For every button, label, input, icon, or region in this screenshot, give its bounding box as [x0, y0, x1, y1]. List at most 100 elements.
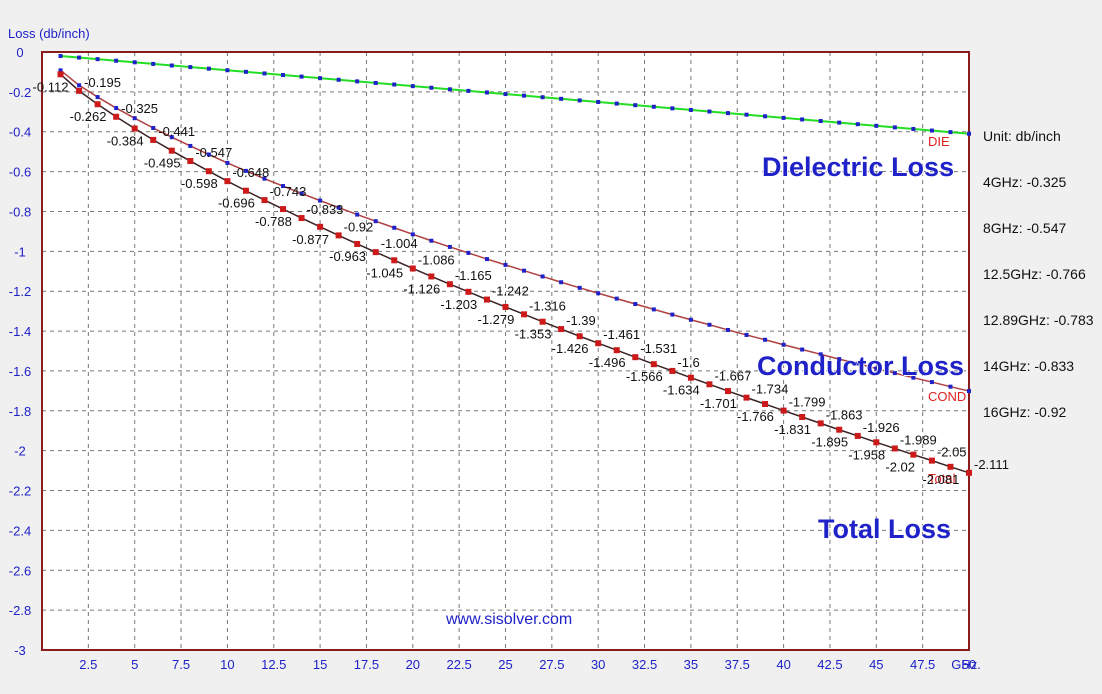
x-tick-label: 45 [869, 657, 883, 672]
series-total-marker [632, 354, 639, 361]
series-cond-marker [114, 106, 119, 111]
y-tick-label: -1.4 [9, 324, 31, 339]
series-cond-marker [225, 160, 230, 165]
total-data-label: -0.648 [232, 165, 269, 180]
series-die-marker [837, 120, 842, 125]
series-die-marker [392, 82, 397, 87]
total-data-label: -0.743 [269, 184, 306, 199]
total-data-label: -0.963 [329, 249, 366, 264]
series-total-marker [521, 311, 528, 318]
total-data-label: -1.667 [714, 368, 751, 383]
total-data-label: -0.788 [255, 214, 292, 229]
series-die-marker [725, 111, 730, 116]
series-cond-marker [151, 125, 156, 130]
x-tick-label: 7.5 [172, 657, 190, 672]
series-total-marker [817, 420, 824, 427]
total-data-label: -1.831 [774, 422, 811, 437]
total-data-label: -1.353 [515, 327, 552, 342]
x-tick-label: 12.5 [261, 657, 286, 672]
y-tick-label: -0.6 [9, 165, 31, 180]
x-tick-label: 32.5 [632, 657, 657, 672]
series-total-marker [298, 215, 305, 222]
series-die-marker [781, 115, 786, 120]
side-info-4ghz: 4GHz: -0.325 [983, 174, 1067, 190]
series-total-marker [57, 71, 64, 78]
series-total-line [60, 73, 970, 474]
series-cond-legend: COND [928, 389, 966, 404]
series-cond-marker [281, 184, 286, 189]
side-info-12-5ghz: 12.5GHz: -0.766 [983, 266, 1086, 282]
series-total-marker [168, 147, 175, 154]
series-total-marker [76, 87, 83, 94]
series-cond-marker [929, 380, 934, 385]
series-total-marker [613, 347, 620, 354]
series-total-marker [910, 451, 917, 458]
total-data-label: -1.531 [640, 341, 677, 356]
series-total-marker [502, 303, 509, 310]
x-tick-label: 35 [684, 657, 698, 672]
series-die-marker [151, 61, 156, 66]
series-die-marker [336, 77, 341, 82]
series-cond-marker [818, 352, 823, 357]
series-die-marker [967, 131, 971, 136]
series-total-marker [595, 340, 602, 347]
series-die-marker [855, 122, 860, 127]
y-tick-label: -2.2 [9, 484, 31, 499]
series-die-marker [596, 99, 601, 104]
series-die-marker [614, 101, 619, 106]
y-tick-label: -2.6 [9, 563, 31, 578]
series-cond-marker [318, 198, 323, 203]
x-tick-label: 10 [220, 657, 234, 672]
series-cond-marker [688, 317, 693, 322]
series-cond-marker [262, 176, 267, 181]
series-cond-marker [577, 285, 582, 290]
total-data-label: -2.081 [922, 472, 959, 487]
total-data-label: -1.799 [789, 395, 826, 410]
series-cond-marker [763, 337, 768, 342]
total-data-label: -1.958 [848, 447, 885, 462]
series-cond-marker [614, 296, 619, 301]
series-total-marker [465, 288, 472, 295]
series-die-legend: DIE [928, 134, 950, 149]
series-die-marker [818, 119, 823, 124]
x-tick-label: 17.5 [354, 657, 379, 672]
series-die-marker [410, 84, 415, 89]
y-tick-label: -2.8 [9, 603, 31, 618]
series-cond-marker [392, 225, 397, 230]
series-total-marker [150, 136, 157, 143]
y-tick-label: -1.8 [9, 404, 31, 419]
series-cond-marker [95, 95, 100, 100]
series-cond-marker [892, 371, 897, 376]
total-data-label: -1.426 [552, 341, 589, 356]
series-cond-marker [911, 375, 916, 380]
total-data-label: -1.734 [752, 382, 789, 397]
series-total-marker [205, 168, 212, 175]
series-total-marker [94, 101, 101, 108]
series-cond-marker [948, 384, 953, 389]
x-tick-label: 30 [591, 657, 605, 672]
total-data-label: -1.242 [492, 284, 529, 299]
total-data-label: -0.441 [158, 124, 195, 139]
series-total-marker [687, 374, 694, 381]
series-die-marker [484, 90, 489, 95]
series-cond-marker [336, 205, 341, 210]
series-total-marker [947, 463, 954, 470]
series-total-marker [558, 326, 565, 333]
series-die-marker [892, 125, 897, 130]
y-axis-label: Loss (db/inch) [8, 26, 90, 41]
x-tick-label: 25 [498, 657, 512, 672]
total-data-label: -2.111 [974, 457, 1009, 472]
series-cond-marker [522, 268, 527, 273]
series-cond-marker [725, 327, 730, 332]
series-cond-marker [503, 262, 508, 267]
series-die-marker [225, 68, 230, 73]
x-tick-label: 20 [406, 657, 420, 672]
series-cond-marker [855, 361, 860, 366]
total-data-label: -1.926 [863, 420, 900, 435]
series-die-marker [503, 92, 508, 97]
conductor-loss-label: Conductor Loss [757, 351, 964, 381]
total-data-label: -1.39 [566, 313, 596, 328]
series-total-marker [891, 445, 898, 452]
series-die-marker [874, 123, 879, 128]
side-info-12-89ghz: 12.89GHz: -0.783 [983, 312, 1094, 328]
